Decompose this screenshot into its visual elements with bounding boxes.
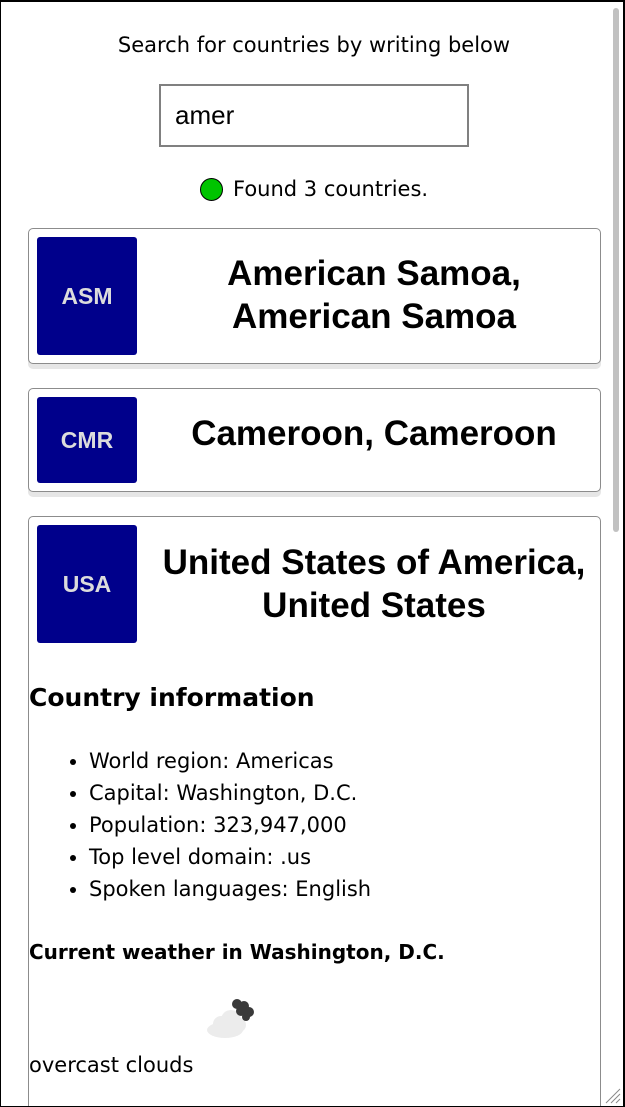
country-name: American Samoa, American Samoa bbox=[227, 254, 521, 336]
country-name: United States of America, United States bbox=[162, 543, 586, 625]
country-name: Cameroon, Cameroon bbox=[191, 414, 557, 453]
list-item: Top level domain: .us bbox=[89, 841, 371, 873]
list-item: Population: 323,947,000 bbox=[89, 809, 371, 841]
search-status: Found 3 countries. bbox=[200, 175, 428, 203]
country-card-usa[interactable]: USA United States of America, United Sta… bbox=[28, 516, 601, 1106]
status-text: Found 3 countries. bbox=[233, 177, 429, 201]
weather-description: overcast clouds bbox=[29, 1053, 194, 1077]
country-info-list: World region: Americas Capital: Washingt… bbox=[29, 745, 371, 905]
country-code-badge: ASM bbox=[37, 237, 137, 355]
list-item: Capital: Washington, D.C. bbox=[89, 777, 371, 809]
search-instructions: Search for countries by writing below bbox=[117, 33, 511, 57]
list-item: World region: Americas bbox=[89, 745, 371, 777]
country-card-cmr[interactable]: CMR Cameroon, Cameroon bbox=[28, 388, 601, 492]
resize-grip-icon[interactable] bbox=[603, 1086, 621, 1104]
weather-heading: Current weather in Washington, D.C. bbox=[29, 940, 445, 964]
search-input[interactable] bbox=[159, 84, 469, 147]
country-info-heading: Country information bbox=[29, 683, 315, 712]
list-item: Spoken languages: English bbox=[89, 873, 371, 905]
scrollbar-thumb[interactable] bbox=[613, 8, 619, 532]
country-code-badge: CMR bbox=[37, 397, 137, 483]
overcast-clouds-icon bbox=[207, 999, 254, 1038]
country-card-asm[interactable]: ASM American Samoa, American Samoa bbox=[28, 228, 601, 364]
status-indicator-icon bbox=[200, 177, 223, 201]
country-code-badge: USA bbox=[37, 525, 137, 643]
